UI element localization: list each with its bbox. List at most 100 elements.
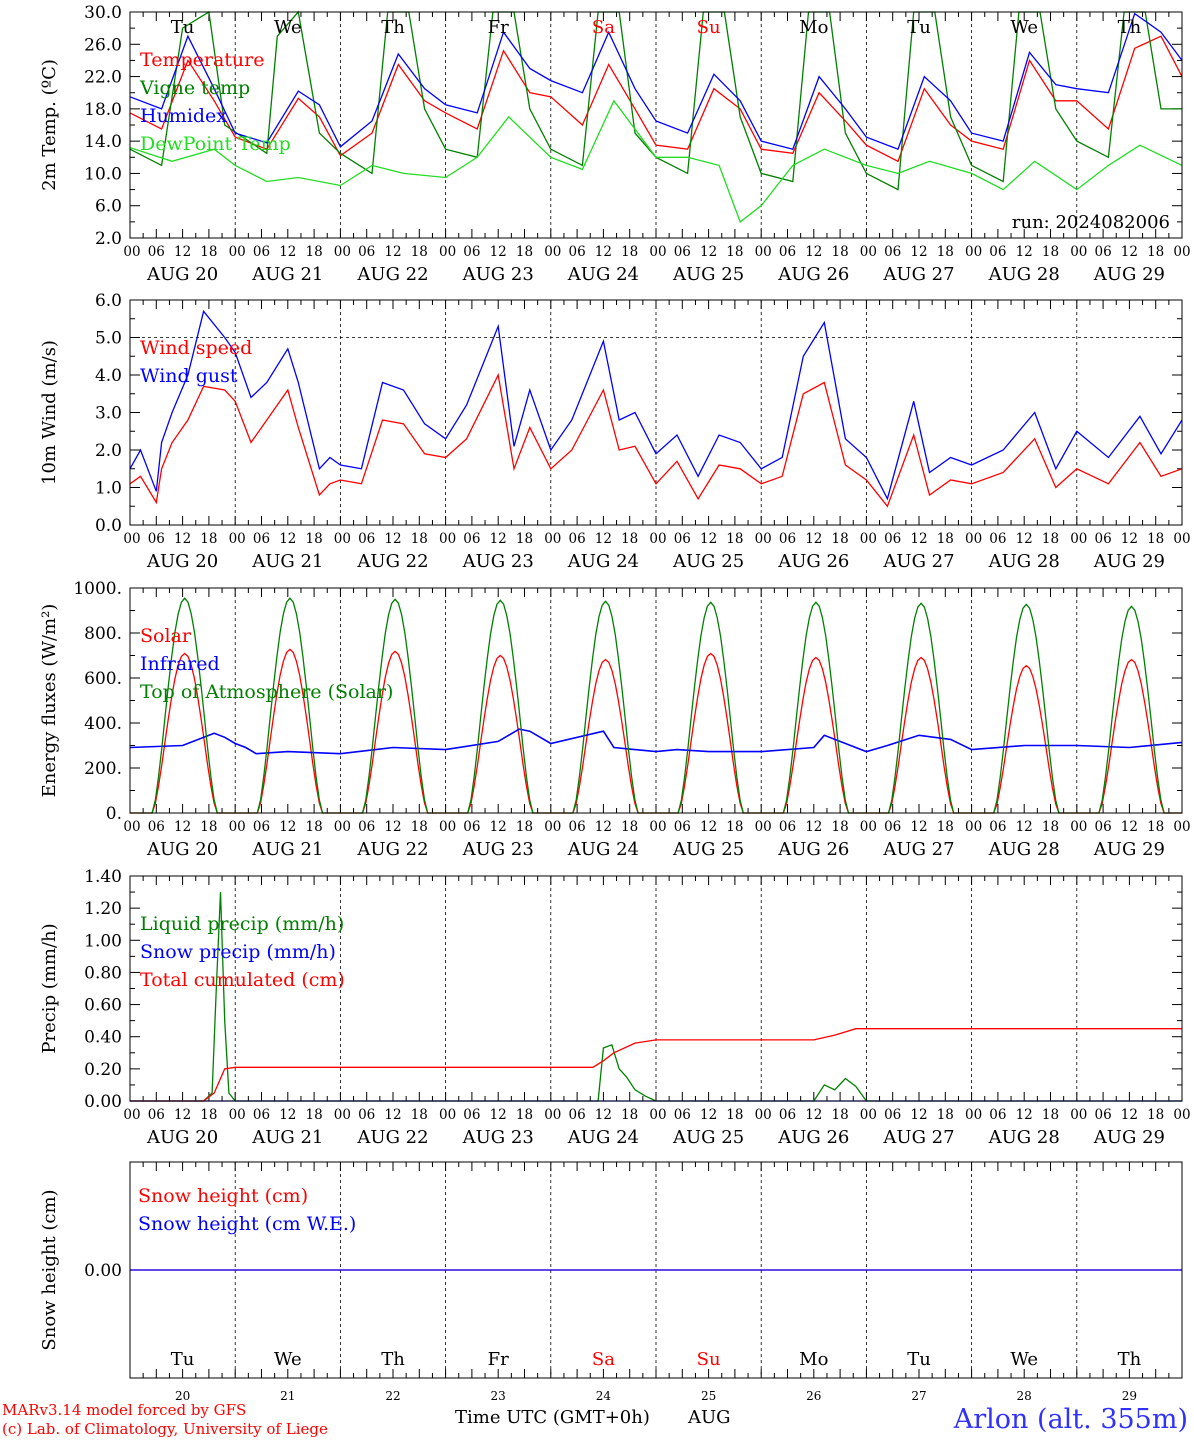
x-hour-label: 06	[1095, 244, 1112, 260]
y-tick-label: 800.	[84, 624, 122, 644]
weekday-label: We	[274, 17, 302, 38]
x-day-label: AUG 22	[356, 264, 428, 285]
x-hour-label: 06	[1095, 819, 1112, 835]
legend-entry: Humidex	[140, 105, 227, 127]
x-hour-label: 18	[621, 819, 638, 835]
x-hour-label: 00	[229, 244, 246, 260]
x-day-label: AUG 24	[567, 264, 639, 285]
legend-entry: DewPoint Temp	[140, 133, 291, 155]
x-hour-label: 18	[411, 531, 428, 547]
x-hour-label: 18	[1042, 1107, 1059, 1123]
panel-4: 1.40 1.20 1.00 0.80 0.60 0.40 0.20 0.00 Precip (…	[39, 867, 1191, 1148]
x-hour-label: 12	[700, 244, 717, 260]
x-hour-label: 12	[384, 244, 401, 260]
y-tick-label: 6.0	[95, 197, 122, 217]
plot-frame	[129, 299, 1183, 526]
weekday-label: Su	[697, 1349, 721, 1370]
weekday-label: Tu	[907, 1349, 931, 1370]
x-day-label: AUG 25	[672, 839, 744, 860]
weekday-label: Su	[697, 17, 721, 38]
weekday-label: We	[1010, 17, 1038, 38]
day-number-label: 23	[491, 1389, 506, 1403]
panel-5: 0.00 Snow height (cm) Snow height (cm) Snow…	[39, 1161, 1183, 1403]
x-hour-label: 00	[544, 819, 561, 835]
x-hour-label: 06	[358, 1107, 375, 1123]
x-hour-label: 06	[989, 531, 1006, 547]
y-tick-label: 5.0	[95, 329, 122, 349]
x-hour-label: 06	[358, 531, 375, 547]
x-hour-label: 12	[1121, 244, 1138, 260]
x-day-label: AUG 25	[672, 1127, 744, 1148]
x-hour-label: 18	[937, 531, 954, 547]
x-hour-label: 06	[989, 1107, 1006, 1123]
x-hour-label: 06	[989, 244, 1006, 260]
weekday-label: Th	[1118, 17, 1142, 38]
day-number-label: 25	[701, 1389, 716, 1403]
x-hour-label: 18	[516, 244, 533, 260]
x-hour-label: 06	[779, 1107, 796, 1123]
weekday-label: Tu	[171, 1349, 195, 1370]
x-hour-label: 00	[649, 819, 666, 835]
x-axis-month: AUG	[687, 1407, 731, 1428]
x-hour-label: 00	[860, 531, 877, 547]
x-day-label: AUG 26	[777, 839, 849, 860]
panel-2: 6.0 5.0 4.0 3.0 2.0 1.0 0.0 10m Wind (m/s) Wind …	[39, 291, 1191, 572]
y-tick-label: 6.0	[95, 291, 122, 311]
day-number-label: 22	[385, 1389, 400, 1403]
x-hour-label: 18	[1042, 531, 1059, 547]
x-hour-label: 06	[569, 244, 586, 260]
x-hour-label: 06	[674, 244, 691, 260]
legend-entry: Liquid precip (mm/h)	[140, 913, 344, 935]
x-hour-label: 18	[411, 819, 428, 835]
x-hour-label: 00	[439, 1107, 456, 1123]
weekday-label: Mo	[799, 17, 828, 38]
legend-entry: Total cumulated (cm)	[140, 969, 345, 991]
x-day-label: AUG 20	[146, 1127, 218, 1148]
y-tick-label: 2.0	[95, 441, 122, 461]
x-hour-label: 12	[595, 244, 612, 260]
x-hour-label: 12	[174, 531, 191, 547]
x-hour-label: 18	[411, 1107, 428, 1123]
x-hour-label: 18	[1147, 1107, 1164, 1123]
weekday-label: Th	[1118, 1349, 1142, 1370]
x-hour-label: 00	[965, 531, 982, 547]
x-hour-label: 00	[544, 1107, 561, 1123]
x-hour-label: 12	[1121, 531, 1138, 547]
x-hour-label: 06	[148, 1107, 165, 1123]
x-day-label: AUG 21	[251, 1127, 323, 1148]
weekday-label: Th	[381, 1349, 405, 1370]
x-hour-label: 00	[439, 244, 456, 260]
x-hour-label: 06	[148, 244, 165, 260]
x-hour-label: 12	[384, 819, 401, 835]
x-hour-label: 12	[1016, 819, 1033, 835]
x-hour-label: 12	[595, 1107, 612, 1123]
y-tick-label: 200.	[84, 759, 122, 779]
x-hour-label: 18	[306, 819, 323, 835]
x-hour-label: 00	[544, 531, 561, 547]
x-hour-label: 12	[595, 819, 612, 835]
y-axis-label: Snow height (cm)	[39, 1189, 60, 1350]
x-hour-label: 18	[726, 1107, 743, 1123]
x-axis-title: Time UTC (GMT+0h)	[455, 1407, 650, 1428]
x-hour-label: 00	[1070, 244, 1087, 260]
x-hour-label: 00	[965, 819, 982, 835]
x-hour-label: 12	[700, 819, 717, 835]
weekday-label: Fr	[488, 1349, 509, 1370]
series-line	[129, 728, 1183, 755]
x-hour-label: 12	[1016, 1107, 1033, 1123]
series-line	[129, 35, 1183, 163]
x-hour-label: 12	[805, 244, 822, 260]
y-tick-label: 4.0	[95, 366, 122, 386]
x-hour-label: 00	[755, 819, 772, 835]
run-annotation: run: 2024082006	[1012, 212, 1170, 233]
legend-entry: Infrared	[140, 653, 220, 675]
x-hour-label: 06	[463, 531, 480, 547]
day-number-label: 24	[596, 1389, 612, 1403]
x-hour-label: 00	[334, 1107, 351, 1123]
series-line	[130, 1028, 1182, 1102]
x-hour-label: 18	[200, 1107, 217, 1123]
x-hour-label: 00	[123, 819, 140, 835]
x-hour-label: 00	[755, 244, 772, 260]
x-hour-label: 00	[334, 244, 351, 260]
x-hour-label: 18	[306, 531, 323, 547]
